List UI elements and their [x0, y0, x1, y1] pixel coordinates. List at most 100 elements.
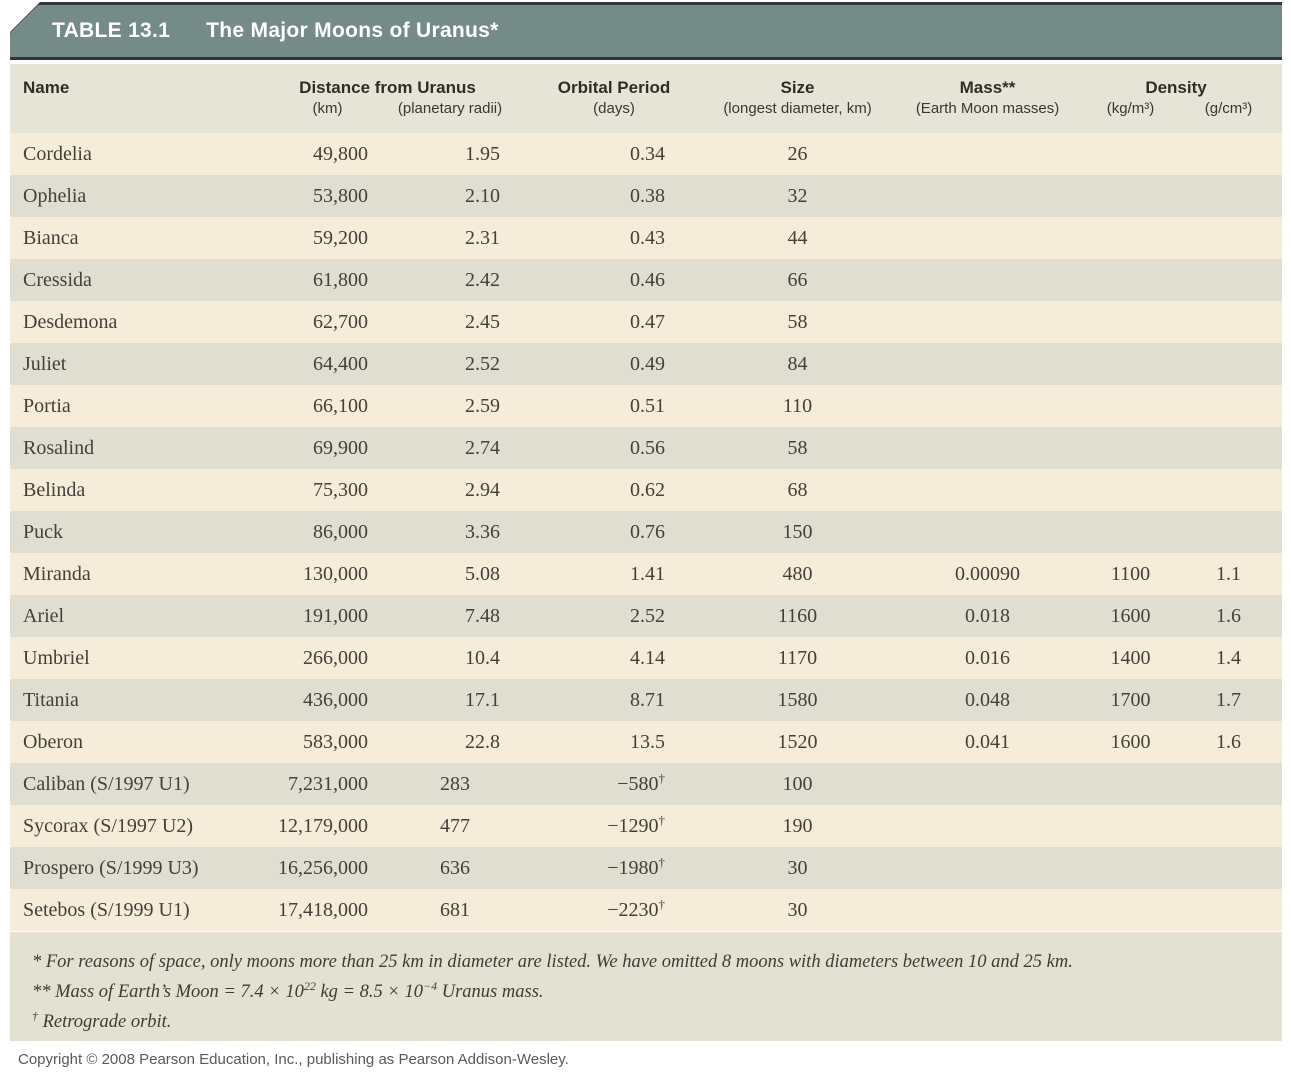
cell-kg-m3	[1070, 847, 1175, 889]
footnote-marker-asterisk: *	[32, 952, 42, 972]
cell-name: Puck	[23, 520, 63, 543]
cell-size: 1520	[777, 730, 818, 753]
cell-km: 64,400	[313, 352, 368, 375]
table-row: Rosalind 69,900 2.74 0.56 58	[10, 427, 1283, 469]
cell-name: Oberon	[23, 730, 83, 753]
cell-radii: 5.08	[465, 562, 501, 585]
footnote-text: Uranus mass.	[437, 982, 544, 1002]
cell-radii: 17.1	[465, 688, 501, 711]
cell-g-cm3	[1175, 217, 1282, 259]
cell-kg-m3	[1070, 427, 1175, 469]
footnote-space-limit: * For reasons of space, only moons more …	[32, 947, 1258, 977]
cell-kg-m3	[1070, 343, 1175, 385]
footnote-retrograde: † Retrograde orbit.	[32, 1007, 1258, 1037]
cell-kg-m3	[1070, 511, 1175, 553]
footnote-moon-mass: ** Mass of Earth’s Moon = 7.4 × 1022 kg …	[32, 977, 1258, 1007]
col-header-mass: Mass**	[905, 64, 1071, 100]
cell-g-cm3: 1.6	[1216, 730, 1242, 753]
cell-km: 583,000	[303, 730, 368, 753]
cell-kg-m3	[1070, 175, 1175, 217]
table-figure: TABLE 13.1 The Major Moons of Uranus* Na…	[10, 2, 1283, 1068]
cell-kg-m3: 1400	[1110, 646, 1151, 669]
table-row: Puck 86,000 3.36 0.76 150	[10, 511, 1283, 553]
cell-mass: 0.041	[965, 730, 1011, 753]
cell-period: 0.34	[630, 142, 666, 165]
cell-g-cm3	[1175, 469, 1282, 511]
cell-size: 1170	[777, 646, 818, 669]
cell-g-cm3: 1.6	[1216, 604, 1242, 627]
cell-radii: 2.52	[465, 352, 501, 375]
cell-radii: 1.95	[465, 142, 501, 165]
cell-kg-m3: 1100	[1110, 562, 1151, 585]
cell-period: 8.71	[630, 688, 666, 711]
cell-radii: 2.59	[465, 394, 501, 417]
cell-name: Caliban (S/1997 U1)	[23, 772, 190, 795]
cell-kg-m3: 1700	[1110, 688, 1151, 711]
cell-period: 0.56	[630, 436, 666, 459]
cell-kg-m3	[1070, 259, 1175, 301]
cell-mass	[905, 805, 1070, 847]
table-row: Ophelia 53,800 2.10 0.38 32	[10, 175, 1283, 217]
cell-size: 58	[787, 310, 808, 333]
table-row: Caliban (S/1997 U1) 7,231,000 283 −580† 100	[10, 763, 1283, 805]
cell-size: 1580	[777, 688, 818, 711]
cell-km: 53,800	[313, 184, 368, 207]
table-row: Umbriel 266,000 10.4 4.14 1170 0.016 1400 1.4	[10, 637, 1283, 679]
table-header: Name Distance from Uranus Orbital Period…	[10, 64, 1283, 133]
cell-period: 0.51	[630, 394, 666, 417]
cell-km: 61,800	[313, 268, 368, 291]
table-row: Titania 436,000 17.1 8.71 1580 0.048 1700 1.7	[10, 679, 1283, 721]
footnotes-panel: * For reasons of space, only moons more …	[10, 932, 1282, 1041]
cell-radii: 2.31	[465, 226, 501, 249]
table-row: Oberon 583,000 22.8 13.5 1520 0.041 1600 1.6	[10, 721, 1283, 763]
cell-kg-m3	[1070, 301, 1175, 343]
cell-name: Setebos (S/1999 U1)	[23, 898, 190, 921]
cell-size: 58	[787, 436, 808, 459]
table-row: Cordelia 49,800 1.95 0.34 26	[10, 133, 1283, 175]
cell-size: 84	[787, 352, 808, 375]
cell-period: 4.14	[630, 646, 666, 669]
retrograde-dagger: †	[658, 769, 666, 785]
cell-mass	[905, 511, 1070, 553]
cell-kg-m3	[1070, 469, 1175, 511]
cell-mass	[905, 175, 1070, 217]
cell-g-cm3	[1175, 763, 1282, 805]
cell-mass	[905, 259, 1070, 301]
cell-kg-m3: 1600	[1110, 730, 1151, 753]
cell-period: 0.38	[630, 184, 666, 207]
footnote-marker-dagger: †	[32, 1008, 38, 1023]
cell-name: Desdemona	[23, 310, 118, 333]
cell-name: Cressida	[23, 268, 92, 291]
cell-name: Cordelia	[23, 142, 92, 165]
col-header-size: Size	[690, 64, 906, 100]
cell-period: 0.76	[630, 520, 666, 543]
table-row: Juliet 64,400 2.52 0.49 84	[10, 343, 1283, 385]
footnote-marker-double-asterisk: **	[32, 982, 51, 1002]
cell-kg-m3	[1070, 217, 1175, 259]
cell-km: 59,200	[313, 226, 368, 249]
col-header-orbital-period: Orbital Period	[510, 64, 691, 100]
table-body: Cordelia 49,800 1.95 0.34 26 Ophelia 53,800 2.1…	[10, 133, 1283, 931]
table-title-bar: TABLE 13.1 The Major Moons of Uranus*	[10, 2, 1282, 60]
cell-name: Miranda	[23, 562, 91, 585]
cell-kg-m3	[1070, 763, 1175, 805]
cell-km: 75,300	[313, 478, 368, 501]
table-row: Prospero (S/1999 U3) 16,256,000 636 −1980† 3…	[10, 847, 1283, 889]
cell-g-cm3: 1.7	[1216, 688, 1242, 711]
cell-kg-m3: 1600	[1110, 604, 1151, 627]
cell-mass	[905, 763, 1070, 805]
copyright-line: Copyright © 2008 Pearson Education, Inc.…	[18, 1051, 569, 1068]
cell-radii: 22.8	[465, 730, 501, 753]
cell-size: 190	[782, 814, 813, 837]
col-header-density: Density	[1070, 64, 1283, 100]
cell-mass	[905, 847, 1070, 889]
cell-period: 0.46	[630, 268, 666, 291]
table-row: Portia 66,100 2.59 0.51 110	[10, 385, 1283, 427]
cell-g-cm3	[1175, 175, 1282, 217]
cell-size: 44	[787, 226, 808, 249]
cell-name: Sycorax (S/1997 U2)	[23, 814, 193, 837]
cell-size: 100	[782, 772, 813, 795]
cell-name: Ariel	[23, 604, 65, 627]
cell-mass: 0.018	[965, 604, 1011, 627]
table-row: Sycorax (S/1997 U2) 12,179,000 477 −1290† 19…	[10, 805, 1283, 847]
